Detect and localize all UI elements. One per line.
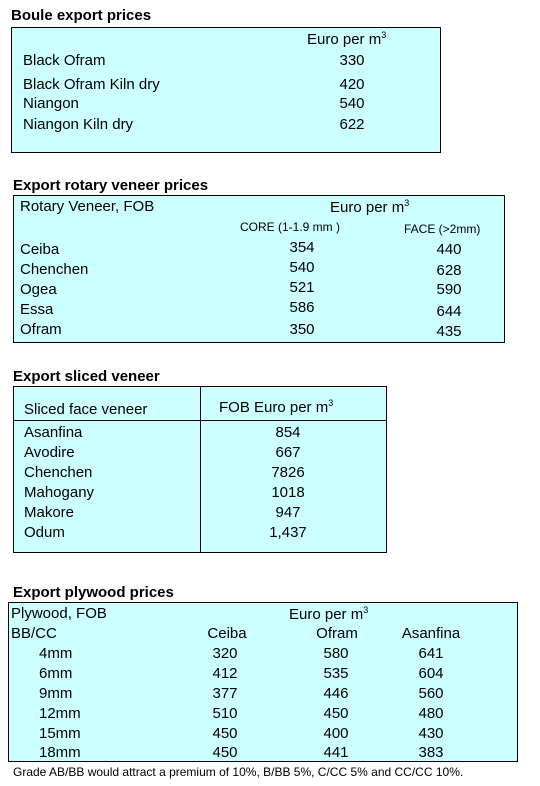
plywood-col-header: Ofram xyxy=(316,625,358,642)
sliced-row-name: Odum xyxy=(24,524,65,541)
rotary-row-face: 644 xyxy=(436,303,462,320)
plywood-row-value: 450 xyxy=(212,744,238,761)
sliced-title: Export sliced veneer xyxy=(13,368,160,385)
sliced-row-name: Makore xyxy=(24,504,75,521)
rotary-row-name: Essa xyxy=(20,301,54,318)
sliced-row-value: 667 xyxy=(275,444,301,461)
sliced-row-value: 947 xyxy=(275,504,301,521)
sliced-column-divider xyxy=(200,387,201,552)
boule-row-value: 540 xyxy=(339,95,365,112)
plywood-row-value: 450 xyxy=(323,705,349,722)
rotary-col-face: FACE (>2mm) xyxy=(404,222,481,236)
plywood-row-size: 18mm xyxy=(39,744,81,761)
boule-title: Boule export prices xyxy=(11,7,152,24)
plywood-title: Export plywood prices xyxy=(13,584,174,601)
plywood-row-value: 412 xyxy=(212,665,238,682)
plywood-row-size: 4mm xyxy=(39,645,73,662)
plywood-row-value: 400 xyxy=(323,725,349,742)
plywood-row-size: 15mm xyxy=(39,725,81,742)
rotary-row-face: 590 xyxy=(436,281,462,298)
boule-row-name: Black Ofram Kiln dry xyxy=(23,76,160,93)
plywood-row-value: 377 xyxy=(212,685,238,702)
plywood-row-value: 441 xyxy=(323,744,349,761)
boule-row-name: Niangon Kiln dry xyxy=(23,116,134,133)
sliced-row-value: 1018 xyxy=(271,484,305,501)
plywood-row-value: 535 xyxy=(323,665,349,682)
rotary-row-core: 540 xyxy=(289,259,315,276)
sliced-row-value: 1,437 xyxy=(269,524,307,541)
rotary-unit-header: Euro per m3 xyxy=(330,198,410,216)
plywood-row-value: 430 xyxy=(418,725,444,742)
plywood-col-header: Ceiba xyxy=(207,625,247,642)
plywood-row-value: 510 xyxy=(212,705,238,722)
sliced-row-value: 854 xyxy=(275,424,301,441)
rotary-row-face: 440 xyxy=(436,241,462,258)
boule-unit-header: Euro per m3 xyxy=(307,30,387,48)
boule-row-value: 420 xyxy=(339,76,365,93)
plywood-table: Plywood, FOB Euro per m3 BB/CC Ceiba Ofr… xyxy=(8,602,518,762)
rotary-row-core: 586 xyxy=(289,299,315,316)
sliced-row-value: 7826 xyxy=(271,464,305,481)
boule-row-name: Niangon xyxy=(23,95,79,112)
plywood-label: Plywood, FOB xyxy=(11,605,107,622)
sliced-row-name: Avodire xyxy=(24,444,75,461)
rotary-row-core: 354 xyxy=(289,239,315,256)
plywood-col-header: Asanfina xyxy=(401,625,461,642)
plywood-grade-note: Grade AB/BB would attract a premium of 1… xyxy=(13,765,464,779)
sliced-col-name: Sliced face veneer xyxy=(24,401,148,418)
plywood-row-size: 9mm xyxy=(39,685,73,702)
plywood-row-value: 446 xyxy=(323,685,349,702)
plywood-unit-header: Euro per m3 xyxy=(289,605,369,623)
rotary-col-core: CORE (1-1.9 mm ) xyxy=(240,220,341,234)
rotary-row-name: Chenchen xyxy=(20,261,89,278)
plywood-row-value: 560 xyxy=(418,685,444,702)
plywood-row-value: 480 xyxy=(418,705,444,722)
plywood-row-value: 383 xyxy=(418,744,444,761)
boule-row-name: Black Ofram xyxy=(23,52,106,69)
rotary-row-face: 435 xyxy=(436,323,462,340)
sliced-row-name: Asanfina xyxy=(24,424,83,441)
sliced-row-name: Chenchen xyxy=(24,464,93,481)
rotary-table: Rotary Veneer, FOB Euro per m3 CORE (1-1… xyxy=(13,195,505,343)
rotary-row-name: Ceiba xyxy=(20,241,60,258)
rotary-row-face: 628 xyxy=(436,262,462,279)
rotary-row-name: Ofram xyxy=(20,321,62,338)
rotary-label: Rotary Veneer, FOB xyxy=(20,198,155,215)
boule-table: Euro per m3 Black Ofram 330 Black Ofram … xyxy=(11,27,441,153)
rotary-row-core: 350 xyxy=(289,321,315,338)
plywood-row-value: 641 xyxy=(418,645,444,662)
sliced-header-divider xyxy=(14,420,386,421)
rotary-title: Export rotary veneer prices xyxy=(13,177,209,194)
plywood-row-value: 320 xyxy=(212,645,238,662)
plywood-row-value: 604 xyxy=(418,665,444,682)
sliced-col-price: FOB Euro per m3 xyxy=(219,398,334,416)
plywood-grade-label: BB/CC xyxy=(11,625,57,642)
sliced-table: Sliced face veneer FOB Euro per m3 Asanf… xyxy=(13,386,387,553)
plywood-row-size: 6mm xyxy=(39,665,73,682)
boule-row-value: 330 xyxy=(339,52,365,69)
plywood-row-value: 580 xyxy=(323,645,349,662)
rotary-row-name: Ogea xyxy=(20,281,57,298)
plywood-row-value: 450 xyxy=(212,725,238,742)
rotary-row-core: 521 xyxy=(289,279,315,296)
plywood-row-size: 12mm xyxy=(39,705,81,722)
boule-row-value: 622 xyxy=(339,116,365,133)
sliced-row-name: Mahogany xyxy=(24,484,95,501)
